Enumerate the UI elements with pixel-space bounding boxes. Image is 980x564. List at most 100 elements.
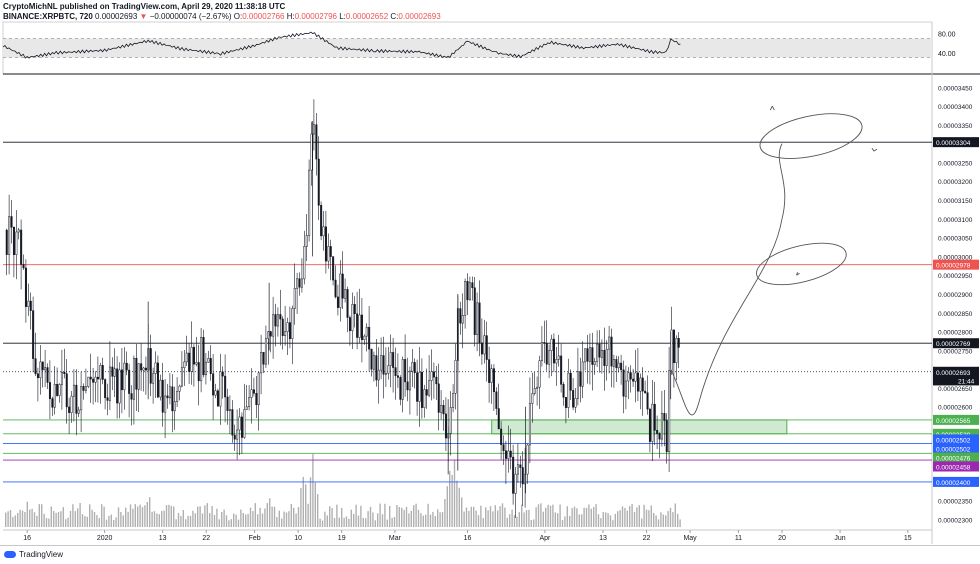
volume-bar xyxy=(153,511,156,527)
price-tag xyxy=(933,461,979,472)
candle-body xyxy=(533,388,536,394)
volume-bar xyxy=(557,513,559,527)
candle-body xyxy=(459,308,462,324)
volume-bar xyxy=(146,502,148,527)
candle-body xyxy=(308,169,311,236)
candle-body xyxy=(411,362,414,372)
volume-bar xyxy=(312,454,314,527)
candle-body xyxy=(137,363,140,390)
volume-bar xyxy=(537,504,540,527)
candle-body xyxy=(339,273,342,308)
volume-bar xyxy=(125,507,127,527)
volume-bar xyxy=(521,504,523,527)
volume-bar xyxy=(269,498,271,527)
candle-body xyxy=(315,124,318,160)
candle-body xyxy=(404,359,407,383)
tradingview-logo[interactable]: TradingView xyxy=(4,550,63,559)
volume-bar xyxy=(367,511,369,527)
candle-body xyxy=(77,409,80,414)
candle-body xyxy=(89,376,92,380)
candle-body xyxy=(274,314,277,327)
volume-bar xyxy=(662,514,664,527)
candle-body xyxy=(202,337,205,376)
x-tick-label: Apr xyxy=(539,535,551,542)
candle-body xyxy=(632,378,635,382)
candle-body xyxy=(584,348,587,363)
volume-bar xyxy=(17,513,19,527)
volume-bar xyxy=(285,512,288,527)
volume-bar xyxy=(43,513,45,527)
volume-bar xyxy=(653,512,655,527)
candle-body xyxy=(550,338,553,351)
x-tick-label: Jun xyxy=(834,535,845,542)
candle-body xyxy=(624,380,627,397)
candle-body xyxy=(233,434,236,440)
candle-body xyxy=(478,302,481,344)
candle-body xyxy=(665,420,668,453)
candle-body xyxy=(629,372,632,380)
price-tag xyxy=(933,476,979,487)
candle-body xyxy=(12,227,15,255)
candle-body xyxy=(104,379,107,399)
candle-body xyxy=(116,368,119,404)
candle-body xyxy=(346,289,349,318)
price-tag xyxy=(933,428,979,439)
candle-body xyxy=(84,386,87,391)
candle-body xyxy=(514,473,517,494)
volume-bar xyxy=(65,519,67,527)
volume-bar xyxy=(45,518,48,527)
volume-bar xyxy=(573,506,576,527)
candle-body xyxy=(490,368,493,383)
volume-bar xyxy=(629,506,631,527)
price-tag xyxy=(933,137,979,148)
candle-body xyxy=(564,397,567,408)
volume-bar xyxy=(525,510,528,527)
volume-bar xyxy=(50,506,52,527)
candle-body xyxy=(65,373,68,408)
candle-body xyxy=(442,405,445,415)
volume-bar xyxy=(465,507,468,527)
candle-body xyxy=(658,433,661,440)
candle-body xyxy=(99,365,102,380)
candle-body xyxy=(125,362,128,371)
volume-bar xyxy=(475,510,477,527)
candle-body xyxy=(608,336,611,350)
candle-body xyxy=(377,369,380,381)
candle-body xyxy=(113,368,116,377)
volume-bar xyxy=(168,504,170,527)
volume-bar xyxy=(9,510,12,527)
candle-body xyxy=(226,396,229,411)
volume-bar xyxy=(321,520,324,527)
candle-body xyxy=(132,358,135,400)
publish-info: CryptoMichNL published on TradingView.co… xyxy=(3,2,286,11)
candle-body xyxy=(305,235,308,247)
candle-body xyxy=(298,278,301,288)
footer: TradingView xyxy=(0,545,980,564)
volume-bar xyxy=(422,515,424,527)
volume-bar xyxy=(273,506,276,527)
y-tick-label: 0.00003250 xyxy=(938,160,973,167)
price-chart[interactable]: 80.00 40.00 0.00003450 0.00003400 0.00003350… xyxy=(0,0,980,545)
candle-body xyxy=(622,369,625,397)
volume-bar xyxy=(348,518,350,527)
candle-body xyxy=(185,352,188,363)
close-value: 0.00002693 xyxy=(398,12,441,21)
candle-body xyxy=(502,444,505,451)
candle-body xyxy=(480,342,483,355)
volume-bar xyxy=(585,507,588,527)
candle-body xyxy=(560,355,563,385)
candle-body xyxy=(396,375,399,378)
candle-body xyxy=(634,372,637,382)
candle-body xyxy=(440,405,443,413)
volume-bar xyxy=(648,510,650,527)
candle-body xyxy=(392,352,395,368)
volume-bar xyxy=(645,509,648,527)
x-tick-label: 16 xyxy=(464,535,472,542)
candle-body xyxy=(296,278,299,289)
volume-bar xyxy=(225,515,228,527)
candle-body xyxy=(444,413,447,439)
volume-bar xyxy=(259,507,261,527)
candle-body xyxy=(68,406,71,413)
candle-body xyxy=(221,371,224,377)
volume-bar xyxy=(110,514,112,527)
